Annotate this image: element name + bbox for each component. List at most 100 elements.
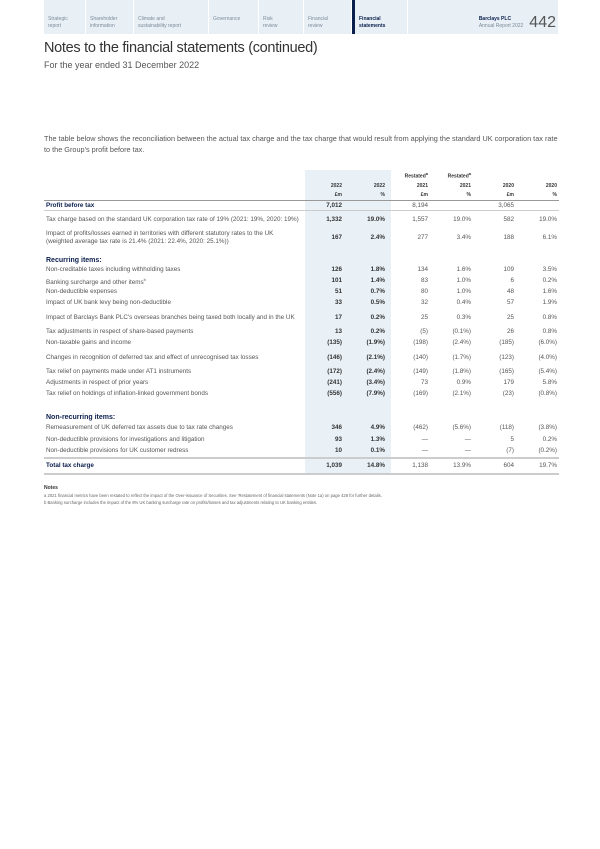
row-label: Non-deductible provisions for investigat…	[44, 434, 301, 446]
value-cell	[516, 247, 559, 265]
value-cell: (169)	[413, 390, 428, 398]
value-cell: 0.7%	[370, 288, 385, 296]
table-row: Total tax charge 1,039 14.8% 1,138 13.9% 604 1…	[44, 456, 559, 475]
value-cell: (4.0%)	[538, 353, 557, 361]
value-cell: (3.4%)	[366, 379, 385, 387]
value-cell: 19.0%	[453, 215, 471, 223]
value-cell	[430, 247, 473, 265]
nav-item[interactable]: Shareholder information	[86, 0, 134, 34]
row-label: Tax adjustments in respect of share-base…	[44, 327, 301, 338]
value-cell: 604	[473, 456, 516, 475]
row-label-text: Remeasurement of UK deferred tax assets …	[46, 423, 233, 431]
nav-item[interactable]: Risk review	[259, 0, 304, 34]
row-label-text: Banking surcharge and other items	[46, 278, 144, 286]
value-cell	[430, 400, 473, 422]
value-cell: 0.3%	[456, 313, 471, 321]
header-cell	[473, 170, 516, 181]
row-label-text: Impact of profits/losses earned in terri…	[46, 229, 274, 245]
value-cell: (165)	[499, 368, 514, 376]
value-cell: —	[421, 447, 428, 455]
nav-item[interactable]: Strategic report	[44, 0, 86, 34]
value-cell: (5.4%)	[538, 368, 557, 376]
header-cell: Restateda	[430, 170, 473, 181]
tax-reconciliation-table: Restateda Restateda 2022 2022 2021 2021 2020 20…	[44, 170, 559, 475]
value-cell: 109	[503, 266, 514, 274]
row-label: Adjustments in respect of prior years	[44, 378, 301, 389]
value-cell: —	[464, 435, 471, 443]
value-cell: 25	[506, 313, 514, 321]
table-row: Tax charge based on the standard UK corp…	[44, 211, 559, 229]
value-cell: (5.6%)	[452, 423, 471, 431]
row-label: Remeasurement of UK deferred tax assets …	[44, 422, 301, 434]
row-label: Banking surcharge and other itemsb	[44, 276, 301, 287]
value-cell: (1.9%)	[366, 339, 385, 347]
value-cell: 19.0%	[539, 215, 557, 223]
header-cell: 2020	[473, 181, 516, 191]
value-cell: (7)	[506, 447, 514, 455]
value-cell: 188	[503, 233, 514, 241]
value-cell: 2.4%	[370, 233, 385, 241]
value-cell: 19.7%	[516, 456, 559, 475]
value-cell: 25	[420, 313, 428, 321]
value-cell: 0.2%	[542, 435, 557, 443]
header-cell	[344, 170, 387, 181]
value-cell: 1.6%	[542, 288, 557, 296]
nav-item[interactable]: Financial statements	[352, 0, 408, 34]
header-text: 2022	[373, 182, 385, 189]
value-cell: 13	[334, 328, 342, 336]
header-row-years: 2022 2022 2021 2021 2020 2020	[44, 181, 559, 191]
brand-name: Barclays PLC	[478, 16, 512, 22]
value-cell: (2.1%)	[366, 353, 385, 361]
value-cell: 167	[331, 233, 342, 241]
header-text: Restated	[404, 173, 426, 180]
row-label-text: Recurring items:	[46, 256, 102, 264]
value-cell: 32	[420, 299, 428, 307]
row-label-text: Tax relief on holdings of inflation-link…	[46, 390, 209, 398]
row-label-text: Changes in recognition of deferred tax a…	[46, 353, 259, 361]
value-cell	[516, 400, 559, 422]
value-cell: 5	[510, 435, 514, 443]
brand: Barclays PLC Annual Report 2022 442	[479, 14, 556, 32]
header-text: £m	[506, 192, 514, 199]
row-label-text: Tax adjustments in respect of share-base…	[46, 328, 194, 336]
value-cell: (0.8%)	[538, 390, 557, 398]
value-cell: 1,039	[301, 456, 344, 475]
value-cell: —	[464, 447, 471, 455]
table-row: Tax relief on payments made under AT1 in…	[44, 367, 559, 378]
row-label: Impact of profits/losses earned in terri…	[44, 229, 301, 247]
value-cell: 1,332	[326, 215, 342, 223]
header-cell: 2021	[387, 181, 430, 191]
value-cell: 134	[417, 266, 428, 274]
table-row: Profit before tax 7,012 8,194 3,065	[44, 200, 559, 212]
footnote-ref: a	[468, 171, 471, 176]
value-cell: 1.8%	[370, 266, 385, 274]
row-label-text: Impact of Barclays Bank PLC's overseas b…	[46, 313, 295, 321]
header-text: 2022	[330, 182, 342, 189]
row-label-text: Non-deductible provisions for investigat…	[46, 435, 205, 443]
value-cell: 1.0%	[456, 277, 471, 285]
value-cell: (241)	[327, 379, 342, 387]
nav-item[interactable]: Climate and sustainability report	[134, 0, 209, 34]
value-cell: (1.8%)	[452, 368, 471, 376]
value-cell	[344, 200, 387, 212]
nav-item[interactable]: Financial review	[304, 0, 352, 34]
nav-item[interactable]: Governance	[209, 0, 259, 34]
value-cell: 51	[334, 288, 342, 296]
value-cell: 346	[331, 423, 342, 431]
header-text: 2020	[545, 182, 557, 189]
page-number: 442	[529, 14, 556, 31]
value-cell: (0.2%)	[538, 447, 557, 455]
value-cell: (146)	[327, 353, 342, 361]
current-year-highlight	[305, 170, 391, 475]
value-cell: 0.2%	[542, 277, 557, 285]
header-row-restated: Restateda Restateda	[44, 170, 559, 181]
value-cell: 33	[334, 299, 342, 307]
table-row: Non-taxable gains and income (135) (1.9%) (…	[44, 338, 559, 349]
value-cell: 8,194	[387, 200, 430, 212]
value-cell: 3.5%	[542, 266, 557, 274]
value-cell: (6.0%)	[538, 339, 557, 347]
row-label-text: Non-recurring items:	[46, 413, 116, 421]
row-label-text: Impact of UK bank levy being non-deducti…	[46, 299, 171, 307]
table-row: Non-deductible expenses 51 0.7% 80 1.0% 48 1.6…	[44, 287, 559, 298]
value-cell: 0.8%	[542, 313, 557, 321]
